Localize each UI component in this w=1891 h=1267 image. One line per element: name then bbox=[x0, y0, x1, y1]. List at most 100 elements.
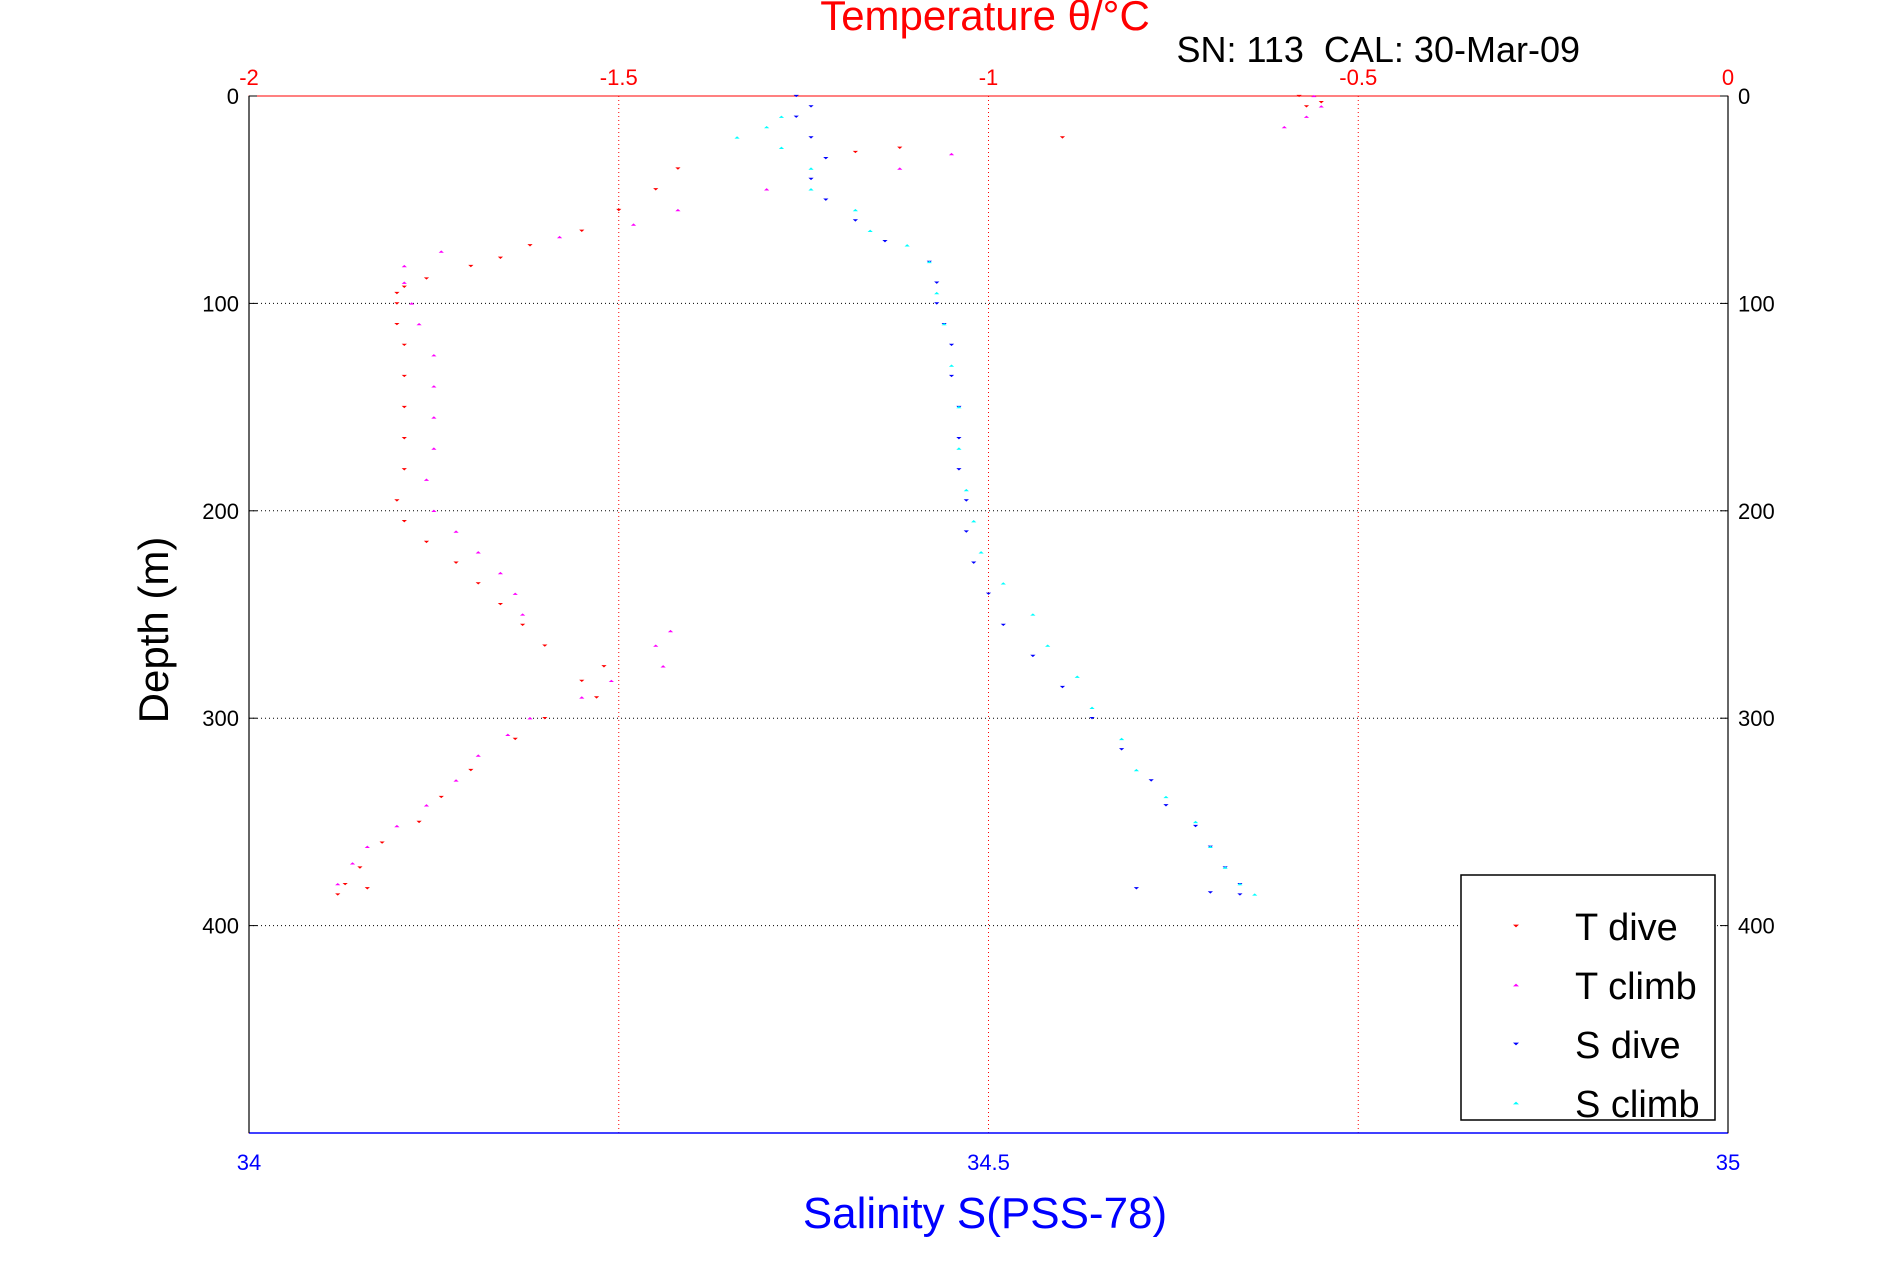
legend-label: S climb bbox=[1575, 1084, 1700, 1126]
data-point bbox=[926, 260, 932, 264]
data-point bbox=[1163, 804, 1169, 807]
data-point bbox=[1296, 94, 1302, 98]
data-point bbox=[394, 302, 400, 305]
y-axis-label: Depth (m) bbox=[130, 537, 177, 724]
data-point bbox=[401, 343, 407, 347]
data-point bbox=[1119, 737, 1125, 741]
data-point bbox=[808, 167, 814, 170]
data-point bbox=[675, 167, 681, 170]
data-point bbox=[948, 152, 955, 156]
data-point bbox=[823, 157, 829, 160]
data-point bbox=[608, 679, 614, 683]
data-point bbox=[401, 374, 407, 378]
data-point bbox=[520, 613, 526, 616]
x-axis-label: Salinity S(PSS-78) bbox=[803, 1189, 1167, 1238]
legend-marker bbox=[1513, 1101, 1519, 1105]
data-point bbox=[1318, 101, 1324, 104]
data-point bbox=[1030, 654, 1036, 658]
data-point bbox=[512, 592, 518, 595]
data-point bbox=[1237, 893, 1243, 896]
data-point bbox=[431, 509, 437, 512]
legend-marker bbox=[1513, 1042, 1519, 1046]
data-point bbox=[941, 322, 947, 326]
data-point bbox=[934, 302, 940, 305]
data-point bbox=[423, 540, 430, 544]
data-point bbox=[1192, 820, 1199, 824]
data-point bbox=[468, 264, 474, 268]
data-point bbox=[416, 820, 422, 824]
data-point bbox=[956, 447, 962, 450]
data-point bbox=[934, 281, 940, 284]
data-point bbox=[1000, 623, 1006, 627]
data-point bbox=[401, 437, 407, 440]
data-point bbox=[364, 887, 370, 890]
data-point bbox=[505, 733, 511, 736]
data-point bbox=[423, 804, 430, 807]
data-point bbox=[1089, 717, 1095, 720]
y-tick-label-left: 300 bbox=[202, 706, 239, 731]
data-point bbox=[468, 768, 474, 772]
data-point bbox=[601, 665, 607, 668]
data-point bbox=[793, 94, 799, 98]
data-point bbox=[1207, 891, 1213, 894]
data-point bbox=[823, 198, 829, 201]
data-point bbox=[579, 696, 585, 699]
x-top-tick-label: -1.5 bbox=[600, 65, 638, 90]
data-point bbox=[379, 841, 385, 844]
data-point bbox=[971, 561, 977, 564]
data-point bbox=[416, 322, 422, 326]
data-point bbox=[431, 385, 437, 388]
data-point bbox=[431, 354, 437, 357]
data-point bbox=[394, 322, 400, 326]
data-point bbox=[897, 167, 903, 170]
data-point bbox=[542, 644, 548, 647]
y-tick-label-right: 100 bbox=[1738, 291, 1775, 316]
data-point bbox=[1133, 887, 1139, 890]
legend-label: T climb bbox=[1575, 966, 1697, 1008]
data-point bbox=[734, 136, 740, 139]
data-point bbox=[1133, 768, 1139, 772]
y-tick-label-left: 200 bbox=[202, 499, 239, 524]
data-layer bbox=[335, 94, 1324, 896]
data-point bbox=[985, 592, 992, 595]
data-point bbox=[1281, 125, 1287, 129]
data-point bbox=[394, 824, 400, 828]
data-point bbox=[1148, 779, 1154, 782]
x-bottom-tick-label: 34 bbox=[237, 1150, 261, 1175]
data-point bbox=[453, 530, 459, 533]
data-point bbox=[401, 468, 407, 471]
data-point bbox=[1311, 94, 1317, 98]
data-point bbox=[335, 882, 341, 886]
data-point bbox=[948, 364, 955, 367]
x-top-tick-label: 0 bbox=[1722, 65, 1734, 90]
data-point bbox=[1318, 105, 1324, 108]
chart-title: Temperature θ/°C bbox=[820, 0, 1150, 39]
data-point bbox=[904, 244, 910, 247]
data-point bbox=[1222, 866, 1228, 869]
data-point bbox=[882, 240, 888, 243]
data-point bbox=[852, 219, 858, 222]
data-point bbox=[1089, 706, 1095, 709]
data-point bbox=[963, 499, 969, 502]
data-point bbox=[579, 229, 585, 232]
data-point bbox=[653, 188, 659, 191]
data-point bbox=[542, 717, 548, 720]
chart-subtitle: SN: 113 CAL: 30-Mar-09 bbox=[1176, 29, 1580, 70]
legend-marker bbox=[1513, 983, 1519, 987]
data-point bbox=[808, 105, 814, 108]
x-bottom-tick-label: 34.5 bbox=[967, 1150, 1010, 1175]
data-point bbox=[364, 845, 370, 848]
data-point bbox=[1045, 644, 1051, 647]
data-point bbox=[520, 623, 526, 627]
x-bottom-tick-label: 35 bbox=[1716, 1150, 1740, 1175]
y-tick-label-left: 100 bbox=[202, 291, 239, 316]
data-point bbox=[971, 520, 977, 523]
data-point bbox=[660, 665, 666, 668]
data-point bbox=[349, 862, 356, 865]
y-tick-label-right: 300 bbox=[1738, 706, 1775, 731]
data-point bbox=[1119, 748, 1125, 751]
data-point bbox=[556, 235, 563, 239]
data-point bbox=[867, 229, 873, 232]
